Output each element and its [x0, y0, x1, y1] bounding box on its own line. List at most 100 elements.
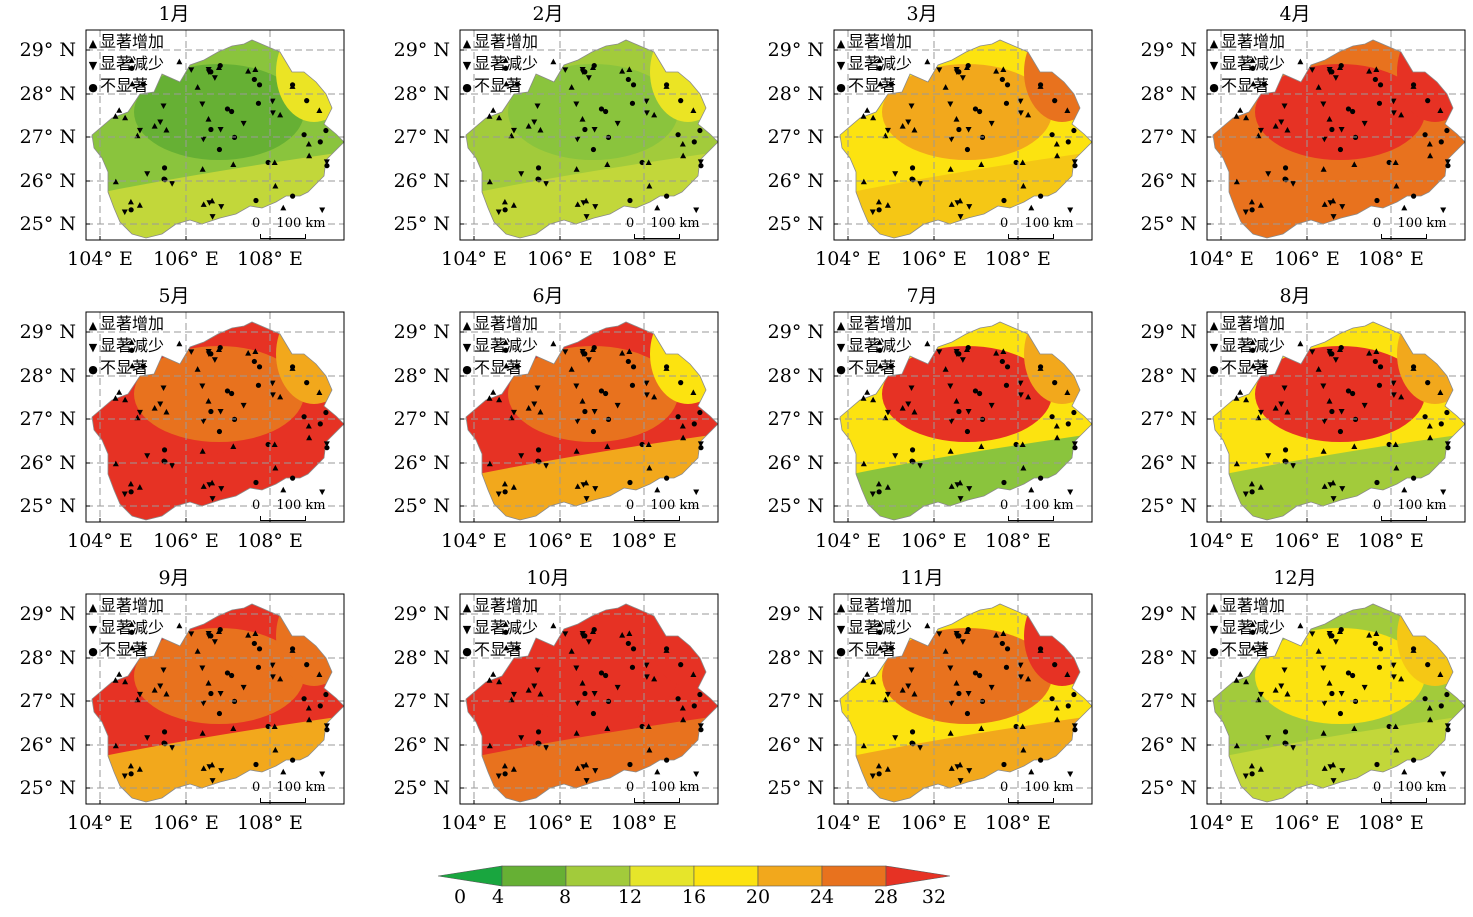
station-increase	[654, 768, 661, 775]
station-not-significant	[1372, 358, 1378, 365]
station-increase	[690, 107, 697, 114]
station-decrease	[269, 98, 276, 105]
station-increase	[305, 140, 312, 147]
station-increase	[550, 622, 557, 629]
latitude-label: 26° N	[1140, 452, 1197, 474]
station-increase	[876, 621, 883, 627]
station-not-significant	[888, 81, 894, 87]
legend-not-significant-symbol: ●	[1209, 81, 1219, 94]
station-not-significant	[323, 127, 329, 134]
legend-decrease: ▼ 显著减少	[834, 336, 912, 358]
province-border	[465, 39, 719, 239]
station-not-significant	[1377, 364, 1384, 370]
legend-increase: ▲ 显著增加	[834, 596, 912, 618]
legend-not-significant: ● 不显著	[460, 358, 538, 380]
legend-not-significant: ● 不显著	[1207, 640, 1285, 662]
station-increase	[1315, 648, 1322, 654]
station-decrease	[957, 778, 964, 784]
station-increase	[1272, 122, 1279, 129]
graticule	[86, 30, 344, 240]
legend-not-significant-symbol: ●	[836, 645, 846, 658]
station-decrease	[518, 453, 525, 459]
station-decrease	[1444, 159, 1451, 166]
station-not-significant	[140, 645, 146, 651]
station-increase	[537, 690, 544, 697]
station-increase	[129, 80, 136, 87]
station-not-significant	[977, 390, 983, 397]
station-not-significant	[1282, 458, 1288, 464]
latitude-label: 28° N	[19, 365, 76, 387]
station-decrease	[583, 778, 590, 784]
station-increase	[271, 159, 278, 166]
station-decrease	[947, 101, 954, 108]
station-not-significant	[1282, 740, 1288, 746]
station-increase	[1257, 484, 1264, 490]
station-increase	[245, 350, 252, 356]
station-not-significant	[1249, 207, 1255, 213]
station-not-significant	[1004, 364, 1011, 370]
station-not-significant	[1282, 729, 1289, 735]
station-decrease	[323, 159, 330, 166]
station-increase	[503, 362, 510, 369]
station-increase	[1398, 111, 1405, 118]
station-not-significant	[1049, 414, 1055, 420]
station-not-significant	[972, 388, 979, 394]
station-increase	[1237, 107, 1244, 113]
station-increase	[860, 460, 867, 467]
map-canvas	[1206, 311, 1466, 523]
station-increase	[663, 647, 670, 653]
station-not-significant	[251, 76, 257, 83]
station-increase	[1257, 766, 1264, 772]
station-increase	[1315, 84, 1322, 90]
station-decrease	[323, 723, 330, 730]
station-increase	[963, 628, 970, 634]
station-not-significant	[1329, 408, 1335, 415]
legend-decrease-symbol: ▼	[836, 623, 846, 636]
latitude-label: 28° N	[393, 83, 450, 105]
legend-not-significant: ● 不显著	[1207, 76, 1285, 98]
station-increase	[579, 398, 586, 404]
legend-not-significant-symbol: ●	[88, 81, 98, 94]
station-not-significant	[1372, 640, 1378, 647]
latitude-label: 27° N	[19, 690, 76, 712]
station-decrease	[1265, 735, 1272, 741]
station-decrease	[323, 441, 330, 448]
longitude-label: 106° E	[1274, 248, 1340, 270]
station-not-significant	[161, 176, 167, 182]
station-increase	[993, 350, 1000, 356]
map-canvas	[459, 29, 719, 241]
station-not-significant	[514, 363, 520, 369]
latitude-label: 27° N	[393, 408, 450, 430]
station-not-significant	[140, 81, 146, 87]
latitude-label: 29° N	[19, 603, 76, 625]
trend-legend: ▲ 显著增加 ▼ 显著减少 ● 不显著	[86, 596, 164, 662]
station-increase	[1401, 768, 1408, 775]
station-decrease	[211, 639, 218, 645]
station-increase	[1064, 671, 1071, 678]
station-not-significant	[253, 197, 259, 204]
station-increase	[1326, 116, 1333, 122]
station-decrease	[573, 101, 580, 108]
trend-legend: ▲ 显著增加 ▼ 显著减少 ● 不显著	[834, 32, 912, 98]
scale-zero: 0	[252, 216, 261, 231]
scale-zero: 0	[1000, 216, 1009, 231]
station-not-significant	[1345, 388, 1352, 394]
station-increase	[1373, 66, 1380, 73]
station-increase	[502, 621, 509, 627]
colorbar-segment	[693, 865, 759, 887]
scale-label: 100 km	[650, 216, 700, 231]
station-decrease	[188, 67, 195, 73]
longitude-label: 108° E	[985, 812, 1051, 834]
legend-increase-symbol: ▲	[1209, 601, 1219, 614]
station-increase	[619, 68, 626, 74]
legend-decrease-symbol: ▼	[836, 59, 846, 72]
station-increase	[679, 422, 686, 429]
station-not-significant	[664, 193, 670, 199]
contour-zone-northeast	[276, 604, 344, 686]
station-decrease	[1242, 209, 1249, 216]
longitude-label: 108° E	[1358, 248, 1424, 270]
station-not-significant	[1345, 670, 1352, 676]
station-increase	[574, 201, 581, 207]
station-increase	[884, 484, 891, 490]
station-increase	[877, 80, 884, 87]
